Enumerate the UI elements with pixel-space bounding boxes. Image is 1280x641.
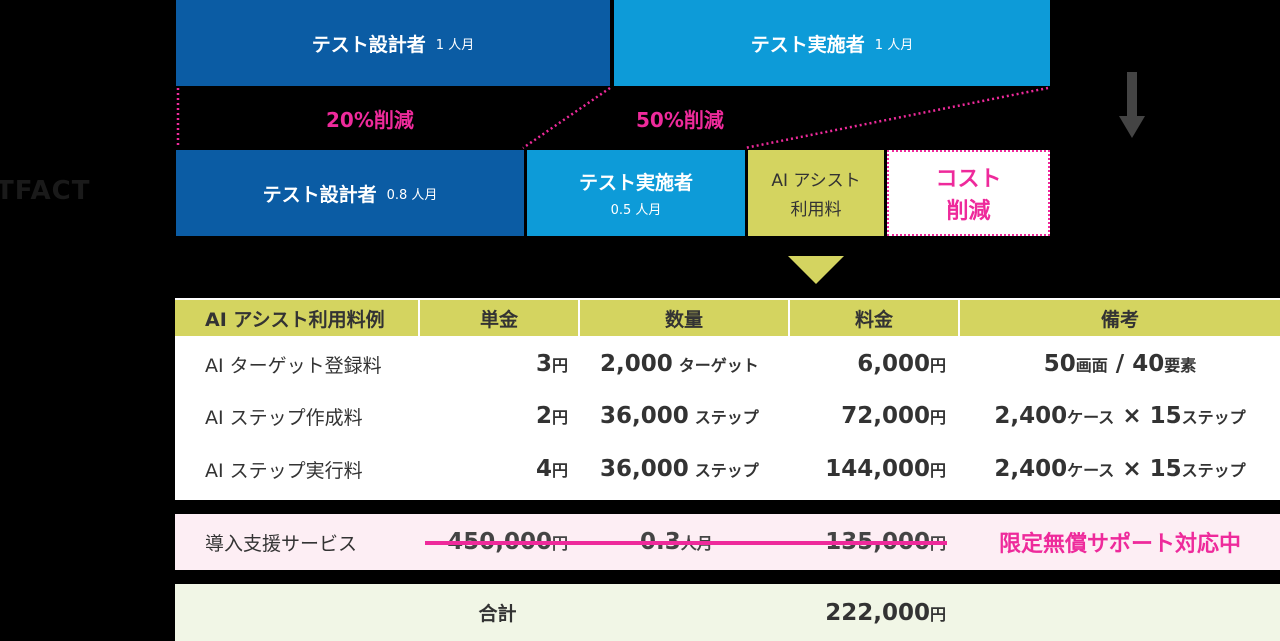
cost-line1: コスト bbox=[935, 167, 1002, 192]
cost-line2: 削減 bbox=[946, 199, 991, 224]
row-qty: 2,000 ターゲット bbox=[580, 338, 790, 390]
tfact-logo: TFACT bbox=[0, 176, 91, 206]
row-fee: 72,000 円 bbox=[790, 390, 960, 442]
strike-through-line bbox=[425, 541, 947, 545]
row-fee: 6,000 円 bbox=[790, 338, 960, 390]
designer-block-after: テスト設計者 0.8 人月 bbox=[176, 150, 524, 236]
executor-label: テスト実施者 bbox=[750, 33, 865, 56]
designer-block-before: テスト設計者 1 人月 bbox=[176, 0, 610, 86]
table-row: AI ターゲット登録料 3 円 2,000 ターゲット 6,000 円 50 画面 / 40 要素 bbox=[175, 338, 1280, 390]
row-note: 2,400 ケース × 15 ステップ bbox=[960, 390, 1280, 442]
total-spacer bbox=[580, 584, 790, 641]
total-fee-unit: 円 bbox=[929, 604, 946, 624]
qty-value: 36,000 bbox=[600, 403, 689, 429]
down-arrow-icon bbox=[1119, 72, 1145, 138]
qty-unit: ステップ bbox=[694, 461, 759, 480]
support-name: 導入支援サービス bbox=[205, 532, 358, 555]
support-note: 限定無償サポート対応中 bbox=[998, 532, 1241, 557]
row-note: 2,400 ケース × 15 ステップ bbox=[960, 443, 1280, 495]
header-fee: 料金 bbox=[790, 300, 960, 336]
header-note: 備考 bbox=[1100, 308, 1139, 331]
executor-label-after: テスト実施者 bbox=[578, 172, 693, 194]
unit-price-value: 2 bbox=[535, 403, 552, 429]
note-unit: 要素 bbox=[1164, 356, 1197, 375]
fee-unit: 円 bbox=[929, 408, 946, 427]
total-label: 合計 bbox=[478, 603, 517, 625]
row-fee: 144,000 円 bbox=[790, 443, 960, 495]
qty-value: 2,000 bbox=[600, 351, 673, 377]
fee-unit: 円 bbox=[929, 356, 946, 375]
note-unit: ケース bbox=[1067, 408, 1115, 427]
ai-assist-line1: AI アシスト bbox=[771, 171, 861, 191]
executor-reduction: 50%削減 bbox=[636, 108, 724, 132]
fee-unit: 円 bbox=[929, 461, 946, 480]
table-row: AI ステップ作成料 2 円 36,000 ステップ 72,000 円 2,400 ケース × … bbox=[175, 390, 1280, 442]
executor-amount: 1 人月 bbox=[874, 37, 914, 53]
row-name: AI ステップ実行料 bbox=[205, 459, 363, 482]
row-note: 50 画面 / 40 要素 bbox=[960, 338, 1280, 390]
note-value: × bbox=[1114, 403, 1150, 429]
note-value: 15 bbox=[1149, 403, 1182, 429]
fee-value: 6,000 bbox=[857, 351, 930, 377]
note-value: × bbox=[1114, 456, 1150, 482]
unit-price-value: 3 bbox=[535, 351, 552, 377]
designer-amount-after: 0.8 人月 bbox=[386, 187, 438, 203]
header-unit-price: 単金 bbox=[420, 300, 580, 336]
note-value: / bbox=[1107, 351, 1133, 377]
ai-assist-block: AI アシスト 利用料 bbox=[748, 150, 884, 236]
note-value: 50 bbox=[1043, 351, 1076, 377]
down-triangle-icon bbox=[788, 256, 844, 284]
note-unit: 画面 bbox=[1075, 356, 1108, 375]
header-qty: 数量 bbox=[580, 300, 790, 336]
total-fee: 222,000 円 bbox=[790, 584, 960, 641]
designer-label: テスト設計者 bbox=[311, 33, 426, 56]
cost-reduction-block: コスト 削減 bbox=[887, 150, 1050, 236]
table-row: AI ステップ実行料 4 円 36,000 ステップ 144,000 円 2,400 ケース ×… bbox=[175, 443, 1280, 495]
fee-value: 144,000 bbox=[825, 456, 930, 482]
total-fee-value: 222,000 bbox=[825, 599, 930, 626]
unit-price-unit: 円 bbox=[551, 356, 568, 375]
ai-assist-line2: 利用料 bbox=[790, 200, 842, 220]
reduction-connectors bbox=[176, 86, 1049, 150]
unit-price-unit: 円 bbox=[551, 408, 568, 427]
designer-label-after: テスト設計者 bbox=[262, 183, 377, 206]
row-qty: 36,000 ステップ bbox=[580, 443, 790, 495]
total-row: 合計 222,000 円 bbox=[175, 584, 1280, 641]
table-header: AI アシスト利用料例 単金 数量 料金 備考 bbox=[175, 300, 1280, 336]
row-qty: 36,000 ステップ bbox=[580, 390, 790, 442]
unit-price-unit: 円 bbox=[551, 461, 568, 480]
executor-block-after: テスト実施者 0.5 人月 bbox=[527, 150, 745, 236]
executor-amount-after: 0.5 人月 bbox=[610, 203, 662, 218]
note-unit: ステップ bbox=[1181, 461, 1246, 480]
note-value: 40 bbox=[1132, 351, 1165, 377]
note-value: 2,400 bbox=[994, 456, 1068, 482]
qty-value: 36,000 bbox=[600, 456, 689, 482]
unit-price-value: 4 bbox=[535, 456, 552, 482]
note-unit: ステップ bbox=[1181, 408, 1246, 427]
note-value: 15 bbox=[1149, 456, 1182, 482]
row-name: AI ステップ作成料 bbox=[205, 406, 363, 429]
note-unit: ケース bbox=[1067, 461, 1115, 480]
qty-unit: ターゲット bbox=[678, 356, 759, 375]
qty-unit: ステップ bbox=[694, 408, 759, 427]
note-value: 2,400 bbox=[994, 403, 1068, 429]
header-item: AI アシスト利用料例 bbox=[175, 300, 420, 336]
designer-reduction: 20%削減 bbox=[326, 108, 414, 132]
row-name: AI ターゲット登録料 bbox=[205, 354, 382, 377]
designer-amount: 1 人月 bbox=[435, 37, 475, 53]
fee-value: 72,000 bbox=[841, 403, 930, 429]
executor-block-before: テスト実施者 1 人月 bbox=[614, 0, 1050, 86]
